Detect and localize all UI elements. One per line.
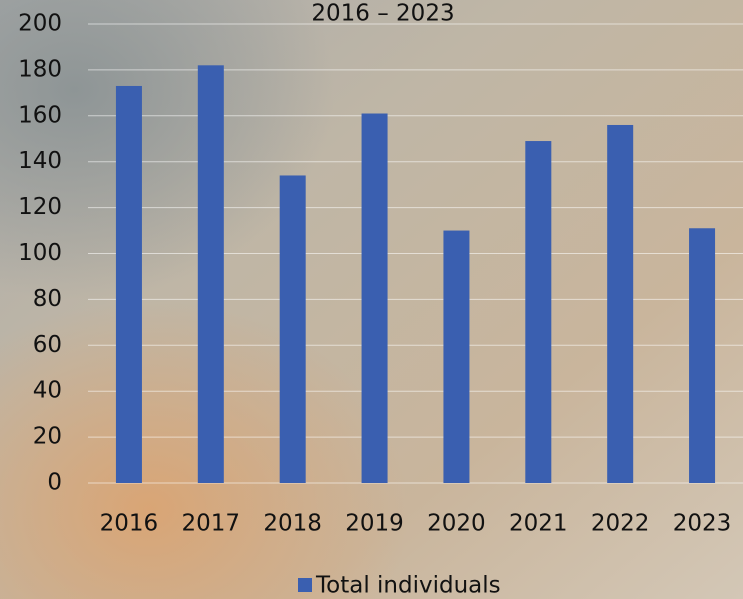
- y-tick-label: 0: [47, 470, 62, 496]
- bar: [361, 113, 388, 483]
- x-tick-label: 2017: [182, 511, 241, 537]
- bar: [115, 85, 142, 483]
- x-tick-label: 2023: [673, 511, 732, 537]
- y-tick-label: 100: [18, 240, 62, 266]
- bar: [443, 230, 470, 483]
- bar: [607, 124, 634, 483]
- chart-title: 2016 – 2023: [311, 1, 454, 27]
- bar: [689, 228, 716, 483]
- legend-swatch: [298, 578, 312, 592]
- legend-label: Total individuals: [315, 573, 501, 599]
- x-tick-label: 2016: [100, 511, 159, 537]
- x-tick-label: 2020: [427, 511, 486, 537]
- x-tick-label: 2019: [345, 511, 404, 537]
- y-tick-label: 160: [18, 102, 62, 128]
- y-tick-label: 180: [18, 56, 62, 82]
- x-tick-label: 2021: [509, 511, 568, 537]
- y-tick-label: 200: [18, 11, 62, 37]
- y-tick-label: 140: [18, 148, 62, 174]
- y-tick-label: 20: [33, 424, 62, 450]
- bar: [525, 141, 552, 484]
- y-tick-label: 80: [33, 286, 62, 312]
- bar: [279, 175, 306, 483]
- y-tick-label: 120: [18, 194, 62, 220]
- bar: [197, 65, 224, 483]
- y-tick-label: 60: [33, 332, 62, 358]
- y-tick-label: 40: [33, 378, 62, 404]
- x-tick-label: 2018: [263, 511, 322, 537]
- x-tick-label: 2022: [591, 511, 650, 537]
